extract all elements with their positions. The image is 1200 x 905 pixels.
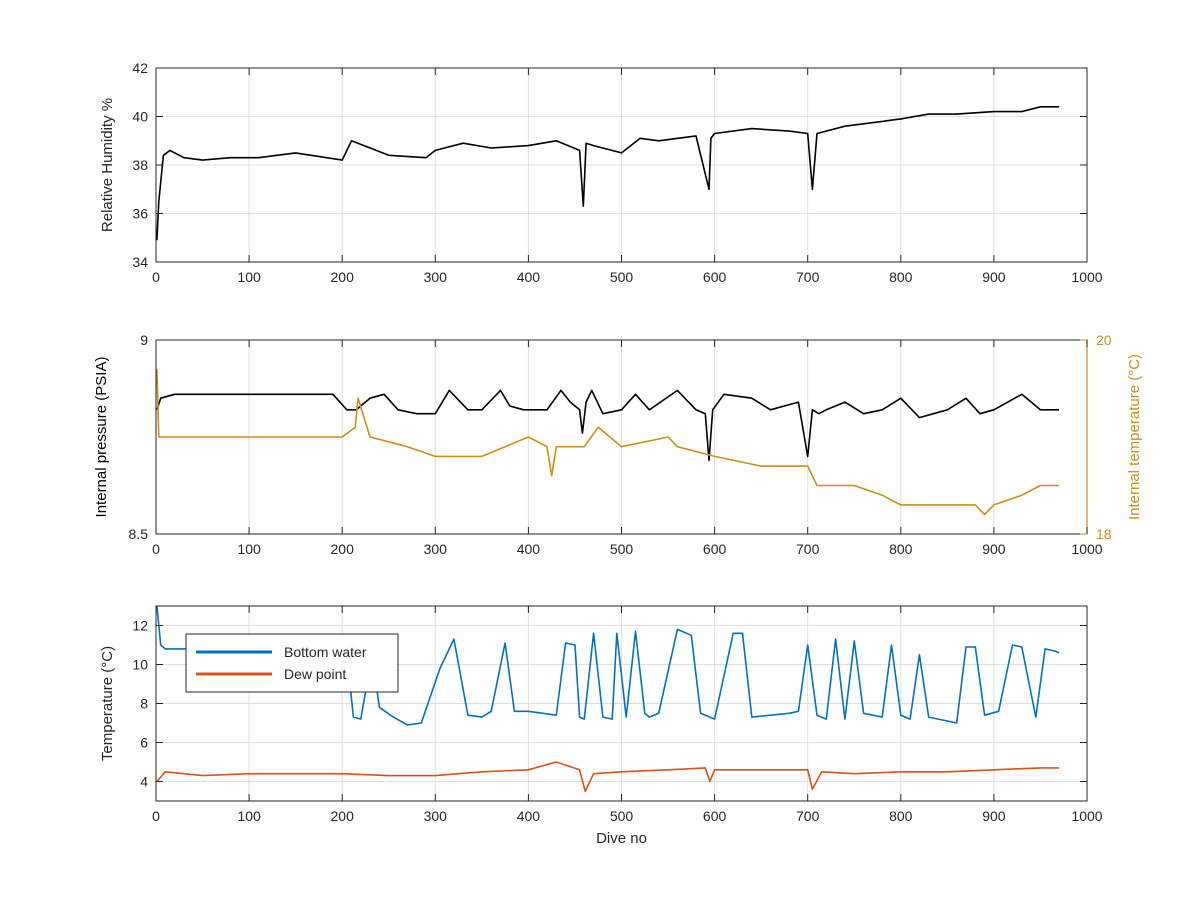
y-axis-label: Relative Humidity %: [99, 98, 116, 232]
x-tick-label: 700: [796, 269, 820, 285]
x-tick-label: 400: [517, 808, 541, 824]
x-tick-label: 300: [424, 808, 448, 824]
series-group: [156, 369, 1060, 516]
x-tick-label: 500: [610, 808, 634, 824]
bottom-water-line: [156, 605, 1060, 726]
y-tick-label: 38: [132, 157, 148, 173]
x-tick-label: 100: [237, 808, 261, 824]
series-group: [156, 106, 1060, 241]
y2-axis-label: Internal temperature (°C): [1126, 354, 1143, 520]
x-tick-label: 200: [331, 808, 355, 824]
x-tick-label: 800: [889, 808, 913, 824]
y-tick-label: 9: [140, 332, 148, 348]
legend-label: Dew point: [284, 666, 346, 682]
legend: Bottom water Dew point: [185, 633, 399, 693]
x-tick-label: 800: [889, 269, 913, 285]
y-tick-label: 12: [132, 618, 148, 634]
temperature-panel: 0 100 200 300 400 500 600 700 800 900 1000 4 6 8 10 12 T…: [99, 605, 1103, 847]
y-tick-label: 36: [132, 206, 148, 222]
x-tick-label: 400: [517, 541, 541, 557]
x-tick-label: 0: [152, 808, 160, 824]
x-tick-label: 900: [982, 808, 1006, 824]
x-tick-label: 0: [152, 541, 160, 557]
y-tick-label: 8: [140, 696, 148, 712]
x-tick-label: 500: [610, 541, 634, 557]
internal-pressure-line: [156, 389, 1060, 462]
x-tick-label: 400: [517, 269, 541, 285]
x-tick-label: 0: [152, 269, 160, 285]
series-group: [156, 605, 1060, 793]
y-tick-label: 6: [140, 735, 148, 751]
y-axis-label: Internal pressure (PSIA): [93, 357, 110, 518]
x-tick-label: 900: [982, 269, 1006, 285]
x-tick-label: 1000: [1071, 808, 1102, 824]
x-axis-label: Dive no: [596, 830, 647, 847]
humidity-panel: 0 100 200 300 400 500 600 700 800 900 1000 34 36 38 40…: [99, 60, 1103, 285]
x-tick-label: 100: [237, 269, 261, 285]
x-tick-label: 100: [237, 541, 261, 557]
x-tick-label: 700: [796, 541, 820, 557]
x-tick-label: 200: [331, 541, 355, 557]
x-tick-label: 600: [703, 541, 727, 557]
x-tick-label: 1000: [1071, 269, 1102, 285]
x-tick-label: 600: [703, 808, 727, 824]
x-tick-label: 900: [982, 541, 1006, 557]
y-tick-label: 10: [132, 657, 148, 673]
y-tick-label: 40: [132, 109, 148, 125]
y-tick-label: 4: [140, 774, 148, 790]
y2-tick-label: 18: [1096, 526, 1112, 542]
x-tick-label: 300: [424, 541, 448, 557]
x-tick-label: 200: [331, 269, 355, 285]
internal-temperature-line: [156, 369, 1060, 516]
x-tick-label: 700: [796, 808, 820, 824]
y-tick-label: 34: [132, 254, 148, 270]
x-tick-label: 600: [703, 269, 727, 285]
legend-label: Bottom water: [284, 644, 367, 660]
y-tick-label: 8.5: [129, 526, 149, 542]
x-tick-label: 1000: [1071, 541, 1102, 557]
x-tick-label: 500: [610, 269, 634, 285]
humidity-line: [156, 106, 1060, 241]
x-tick-label: 800: [889, 541, 913, 557]
y-tick-label: 42: [132, 60, 148, 76]
dew-point-line: [156, 761, 1060, 793]
y2-tick-label: 20: [1096, 332, 1112, 348]
y-axis-label: Temperature (°C): [99, 646, 116, 761]
pressure-temperature-panel: 0 100 200 300 400 500 600 700 800 900 1000 8.5 9 18 20…: [93, 332, 1143, 557]
legend-box: [185, 633, 399, 693]
x-tick-label: 300: [424, 269, 448, 285]
